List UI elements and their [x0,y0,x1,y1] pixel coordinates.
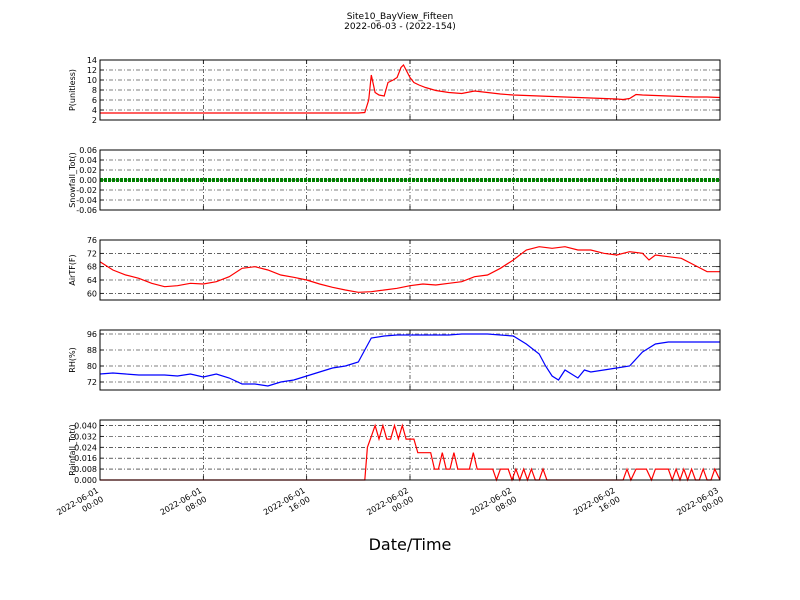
x-tick-labels: 2022-06-0100:00 2022-06-0108:00 2022-06-01… [55,486,725,526]
y-tick-label: -0.04 [76,196,97,205]
x-tick-label: 2022-06-0200:00 [365,486,415,526]
y-tick-label: 60 [87,289,97,298]
y-tick-label: 12 [87,66,97,75]
x-tick-label: 2022-06-0116:00 [262,486,312,526]
y-tick-label: 2 [92,116,97,125]
y-tick-label: 68 [87,263,97,272]
y-tick-label: 72 [87,249,97,258]
y-axis-label: AirTF(F) [68,254,77,285]
series-line-1 [100,63,721,114]
y-tick-label: 64 [87,276,97,285]
x-tick-label: 2022-06-0100:00 [55,486,105,526]
x-tick-label: 2022-06-0108:00 [159,486,209,526]
chart-panel-3: 60 64 68 72 76 AirTF(F) [68,236,721,301]
y-tick-label: 4 [92,106,97,115]
y-tick-label: 0.06 [79,146,97,155]
y-tick-label: 8 [92,86,97,95]
x-tick-label: 2022-06-0208:00 [469,486,519,526]
y-tick-label: 10 [87,76,97,85]
y-tick-label: 88 [87,346,97,355]
y-axis-label: Snowfall_Tot() [68,152,77,208]
figure-title: Site10_BayView_Fifteen [347,12,453,22]
y-tick-label: 0.04 [79,156,97,165]
chart-panel-4: 72 80 88 96 RH(%) [68,329,721,391]
y-tick-label: -0.02 [76,186,97,195]
y-tick-label: 80 [87,362,97,371]
y-axis-label: P(unitless) [68,69,77,111]
y-tick-label: -0.06 [76,206,97,215]
y-tick-label: 0.040 [74,421,97,430]
x-tick-label: 2022-06-0300:00 [675,486,725,526]
series-line-3 [99,246,720,293]
y-axis-label: Rainfall_Tot() [68,424,77,476]
panel-frame [99,239,721,301]
panel-frame [99,149,721,211]
y-tick-label: 0.00 [79,176,97,185]
x-axis-label: Date/Time [369,535,452,554]
y-tick-label: 6 [92,96,97,105]
y-tick-label: 0.032 [74,432,97,441]
y-tick-label: 0.024 [74,443,97,452]
y-tick-label: 14 [87,56,97,65]
y-tick-label: 72 [87,378,97,387]
y-tick-label: 76 [87,236,97,245]
figure-subtitle: 2022-06-03 - (2022-154) [344,22,456,32]
chart-panel-5: 0.000 0.008 0.016 0.024 0.032 0.040Rainfall_T… [68,419,721,485]
panels: 2468101214P(unitless)-0.06-0.04-0.020.00… [68,56,721,485]
panel-frame [99,329,721,391]
series-line-4 [99,333,720,387]
chart-panel-2: -0.06-0.04-0.020.000.020.040.06Snowfall_… [68,146,721,215]
y-tick-label: 96 [87,330,97,339]
y-tick-label: 0.016 [74,454,97,463]
panel-frame [99,59,721,121]
y-axis-label: RH(%) [68,347,77,372]
y-tick-label: 0.02 [79,166,97,175]
y-tick-label: 0.000 [74,476,97,485]
series-line-5 [100,423,721,482]
panel-frame [99,419,721,481]
y-tick-label: 0.008 [74,465,97,474]
x-tick-label: 2022-06-0216:00 [572,486,622,526]
